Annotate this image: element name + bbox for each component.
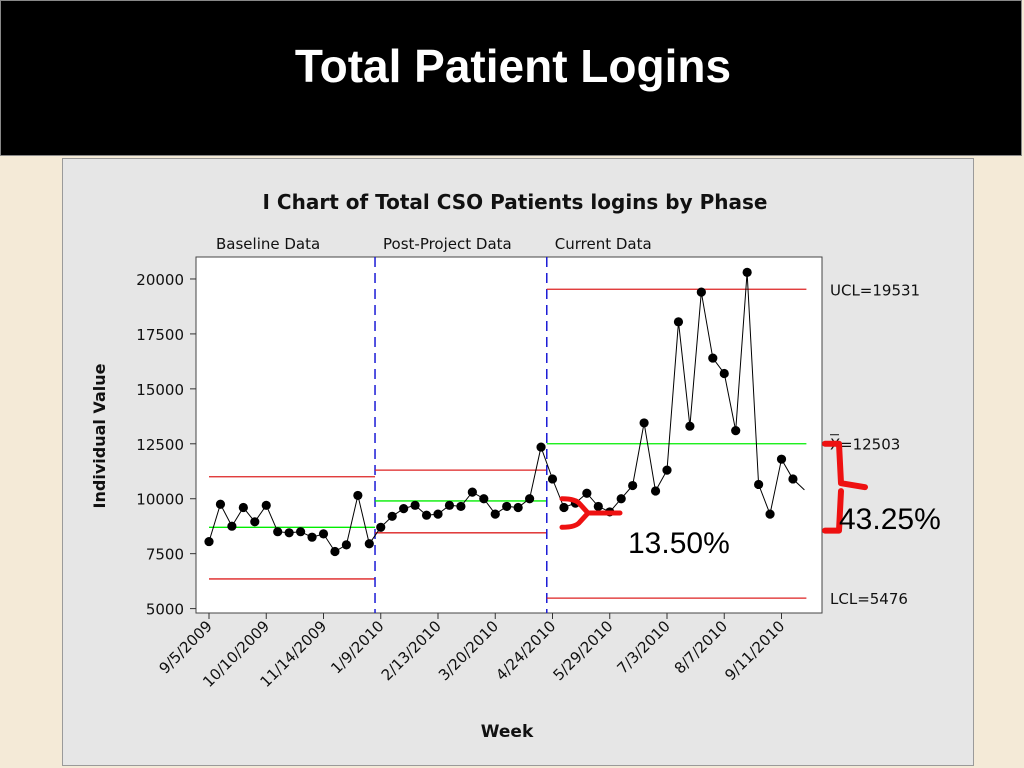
data-point <box>513 502 523 513</box>
pct-label-large: 43.25% <box>839 503 941 536</box>
data-point <box>525 494 535 504</box>
x-tick-label: 1/9/2010 <box>327 617 387 677</box>
data-point <box>250 517 260 527</box>
data-point <box>536 442 546 452</box>
x-tick-label: 3/20/2010 <box>435 617 502 684</box>
data-point <box>204 536 214 547</box>
data-point <box>490 509 500 519</box>
x-tick-label: 8/7/2010 <box>671 617 731 677</box>
pct-label-small: 13.50% <box>628 527 730 560</box>
ucl-label: UCL=19531 <box>830 281 920 299</box>
data-point <box>353 490 363 501</box>
bracket-small <box>559 496 623 530</box>
y-axis-label: Individual Value <box>90 363 109 508</box>
slide-title: Total Patient Logins <box>294 40 732 92</box>
data-point <box>421 510 432 520</box>
data-point <box>639 418 649 428</box>
data-point <box>296 527 306 537</box>
y-tick-label: 7500 <box>146 546 184 564</box>
data-point <box>559 502 569 513</box>
chart-title: I Chart of Total CSO Patients logins by … <box>263 190 768 214</box>
lcl-label: LCL=5476 <box>830 590 908 608</box>
data-point <box>376 522 386 532</box>
x-tick-label: 5/29/2010 <box>549 617 616 684</box>
y-tick-label: 5000 <box>146 601 184 619</box>
data-point <box>662 465 672 475</box>
data-point <box>387 511 397 521</box>
data-point <box>582 488 592 498</box>
x-tick-label: 2/13/2010 <box>378 617 445 684</box>
phase-label: Baseline Data <box>216 235 320 253</box>
data-point <box>593 501 603 512</box>
data-point <box>650 486 661 496</box>
data-point <box>628 480 638 491</box>
bracket-large <box>822 440 868 534</box>
x-tick-label: 9/5/2009 <box>155 617 215 677</box>
data-point <box>479 494 489 504</box>
data-point <box>731 426 741 436</box>
data-point <box>754 479 764 490</box>
y-tick-label: 10000 <box>136 491 184 509</box>
x-tick-label: 9/11/2010 <box>721 617 788 684</box>
y-tick-label: 15000 <box>136 381 184 399</box>
data-point <box>318 529 329 539</box>
data-point <box>261 500 271 510</box>
data-point <box>776 454 787 464</box>
data-point <box>273 527 283 537</box>
data-point <box>444 500 455 510</box>
data-point <box>696 287 706 297</box>
x-tick-label: 7/3/2010 <box>613 617 673 677</box>
data-point <box>502 501 512 512</box>
x-axis-label: Week <box>481 722 534 742</box>
x-tick-label: 4/24/2010 <box>492 617 559 684</box>
data-point <box>330 546 340 557</box>
data-point <box>467 487 477 497</box>
data-point <box>788 474 798 484</box>
data-point <box>719 368 729 379</box>
data-point <box>284 528 294 538</box>
data-point <box>765 509 775 519</box>
data-point <box>399 504 409 514</box>
data-point <box>547 474 558 484</box>
data-point <box>364 539 374 549</box>
y-tick-label: 20000 <box>136 271 184 289</box>
chart-panel: I Chart of Total CSO Patients logins by … <box>62 158 974 766</box>
mean-label: =12503 <box>840 436 900 454</box>
data-point <box>433 509 443 519</box>
data-point <box>341 540 351 550</box>
phase-label: Post-Project Data <box>383 235 512 253</box>
data-point <box>673 317 684 327</box>
data-point <box>708 353 718 363</box>
title-bar: Total Patient Logins <box>0 0 1022 156</box>
y-tick-label: 17500 <box>136 326 184 344</box>
data-point <box>456 501 466 512</box>
data-point <box>410 500 420 510</box>
data-point <box>238 502 248 513</box>
data-point <box>685 421 695 431</box>
phase-label: Current Data <box>555 235 652 253</box>
y-tick-label: 12500 <box>136 436 184 454</box>
data-point <box>616 494 626 504</box>
i-chart: I Chart of Total CSO Patients logins by … <box>90 190 920 742</box>
data-point <box>227 521 237 531</box>
data-point <box>215 499 226 509</box>
data-point <box>742 267 752 277</box>
plot-area <box>195 256 823 614</box>
data-point <box>307 532 317 542</box>
